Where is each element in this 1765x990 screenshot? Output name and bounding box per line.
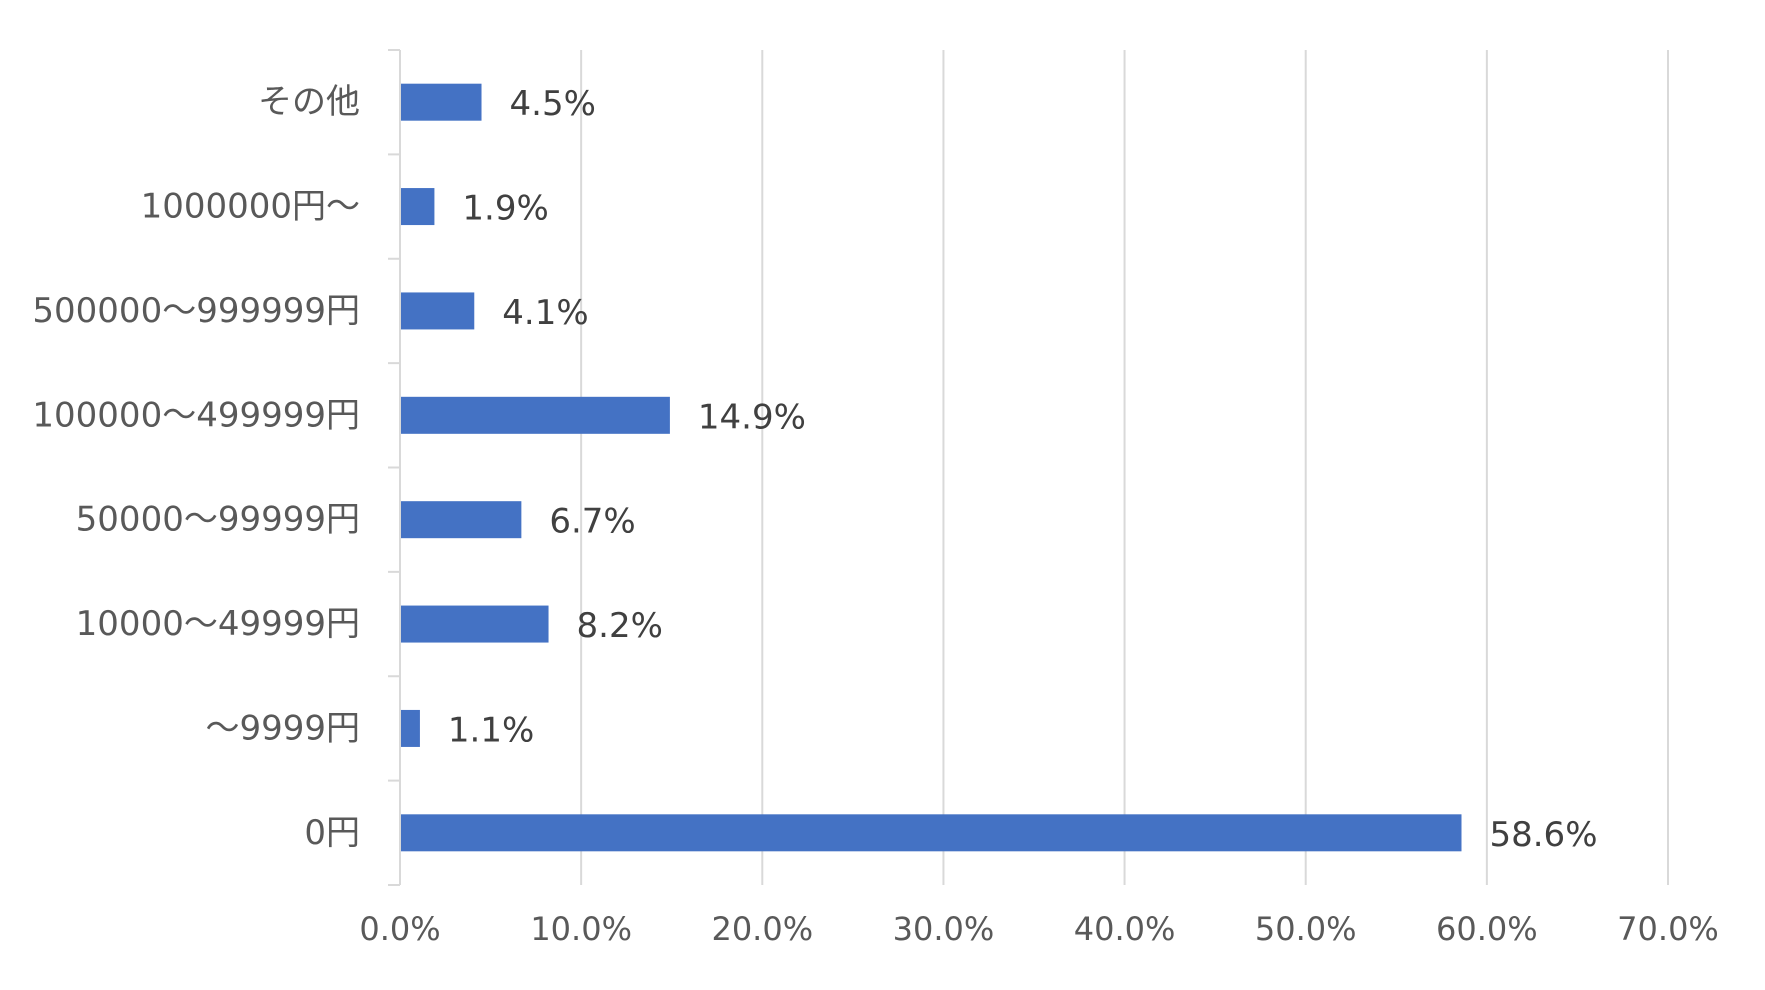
category-label: 10000〜49999円 bbox=[76, 604, 360, 644]
bar-5 bbox=[400, 605, 549, 643]
bar-2 bbox=[400, 292, 475, 330]
grid-lines bbox=[580, 50, 1669, 885]
y-axis bbox=[388, 49, 401, 886]
bar-7 bbox=[400, 814, 1462, 852]
labels: 0.0% 10.0% 20.0% 30.0% 40.0% 50.0% 60.0% 70.0% そ… bbox=[32, 82, 1718, 948]
category-label: 0円 bbox=[304, 813, 360, 853]
data-label: 8.2% bbox=[577, 606, 663, 646]
x-tick-label: 50.0% bbox=[1255, 910, 1357, 948]
data-label: 4.5% bbox=[510, 84, 596, 124]
data-label: 58.6% bbox=[1489, 815, 1597, 855]
category-label: 1000000円〜 bbox=[141, 187, 360, 227]
bar-1 bbox=[400, 188, 435, 226]
category-label: 〜9999円 bbox=[205, 708, 360, 748]
bar-0 bbox=[400, 83, 482, 121]
category-label: 50000〜99999円 bbox=[76, 500, 360, 540]
x-tick-label: 40.0% bbox=[1074, 910, 1176, 948]
x-tick-label: 20.0% bbox=[711, 910, 813, 948]
bar-4 bbox=[400, 501, 522, 539]
category-label: 100000〜499999円 bbox=[32, 395, 360, 435]
data-label: 4.1% bbox=[502, 293, 588, 333]
data-label: 6.7% bbox=[549, 502, 635, 542]
category-label: その他 bbox=[258, 82, 360, 122]
x-tick-label: 60.0% bbox=[1436, 910, 1538, 948]
x-tick-label: 70.0% bbox=[1617, 910, 1719, 948]
x-tick-label: 10.0% bbox=[530, 910, 632, 948]
bars bbox=[400, 83, 1462, 852]
bar-6 bbox=[400, 709, 420, 747]
data-label: 1.1% bbox=[448, 710, 534, 750]
data-label: 1.9% bbox=[462, 189, 548, 229]
bar-3 bbox=[400, 396, 670, 434]
x-tick-label: 30.0% bbox=[893, 910, 995, 948]
x-tick-label: 0.0% bbox=[359, 910, 440, 948]
data-label: 14.9% bbox=[698, 397, 806, 437]
category-label: 500000〜999999円 bbox=[32, 291, 360, 331]
